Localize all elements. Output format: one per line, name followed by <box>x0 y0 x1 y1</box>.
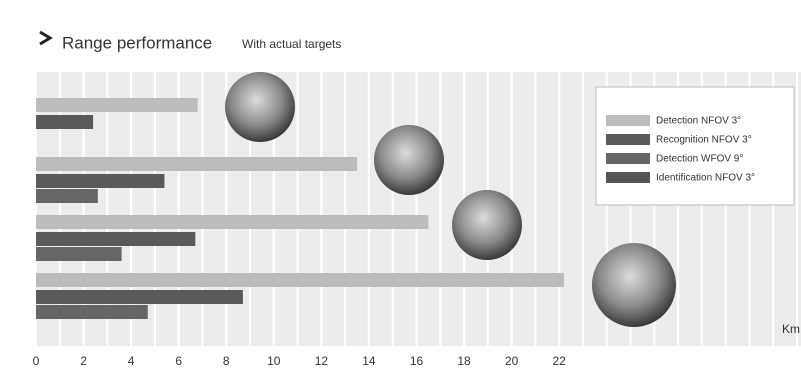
target-photo <box>452 190 522 260</box>
legend-label: Detection WFOV 9° <box>656 154 743 165</box>
x-tick-label: 8 <box>223 354 230 368</box>
bar <box>36 305 148 319</box>
target-photo <box>225 72 295 142</box>
legend-swatch <box>606 134 650 145</box>
target-photo <box>592 243 676 327</box>
bars <box>36 98 564 319</box>
legend-swatch <box>606 115 650 126</box>
bar <box>36 215 429 229</box>
bar <box>36 273 564 287</box>
x-tick-label: 22 <box>553 354 567 368</box>
legend-swatch <box>606 153 650 164</box>
x-tick-label: 20 <box>505 354 519 368</box>
title-arrow <box>39 30 53 46</box>
x-tick-label: 16 <box>410 354 424 368</box>
legend-box <box>595 86 795 206</box>
x-unit: Km <box>782 322 800 336</box>
legend-label: Recognition NFOV 3° <box>656 135 752 146</box>
bar <box>36 115 94 129</box>
bar <box>36 247 122 261</box>
x-tick-label: 0 <box>33 354 40 368</box>
bar <box>36 174 165 188</box>
x-tick-label: 4 <box>128 354 135 368</box>
chart-subtitle: With actual targets <box>242 37 341 51</box>
bar <box>36 98 198 112</box>
bar <box>36 189 98 203</box>
x-tick-label: 6 <box>175 354 182 368</box>
x-tick-label: 12 <box>315 354 329 368</box>
bar <box>36 290 243 304</box>
x-tick-label: 14 <box>362 354 376 368</box>
x-tick-label: 18 <box>457 354 471 368</box>
legend-label: Identification NFOV 3° <box>656 173 755 184</box>
bar <box>36 232 196 246</box>
legend: Detection NFOV 3° Recognition NFOV 3° Dete… <box>595 86 795 206</box>
x-tick-label: 10 <box>267 354 281 368</box>
x-tick-label: 2 <box>80 354 87 368</box>
legend-swatch <box>606 172 650 183</box>
target-photo <box>374 125 444 195</box>
chart-title: Range performance <box>62 33 212 52</box>
legend-label: Detection NFOV 3° <box>656 116 741 127</box>
bar <box>36 157 358 171</box>
